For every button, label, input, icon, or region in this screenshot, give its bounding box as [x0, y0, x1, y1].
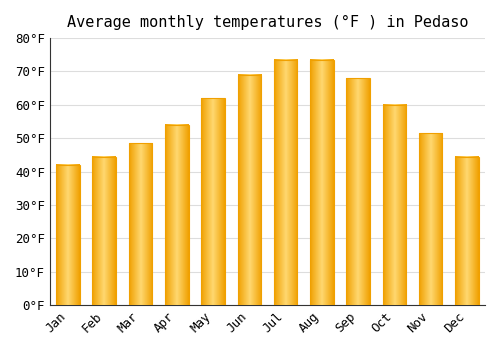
Bar [310, 60, 334, 305]
Bar [165, 125, 188, 305]
Bar [202, 98, 225, 305]
Bar [128, 143, 152, 305]
Title: Average monthly temperatures (°F ) in Pedaso: Average monthly temperatures (°F ) in Pe… [66, 15, 468, 30]
Bar [382, 105, 406, 305]
Bar [92, 156, 116, 305]
Bar [274, 60, 297, 305]
Bar [419, 133, 442, 305]
Bar [238, 75, 261, 305]
Bar [56, 165, 80, 305]
Bar [455, 156, 478, 305]
Bar [346, 78, 370, 305]
